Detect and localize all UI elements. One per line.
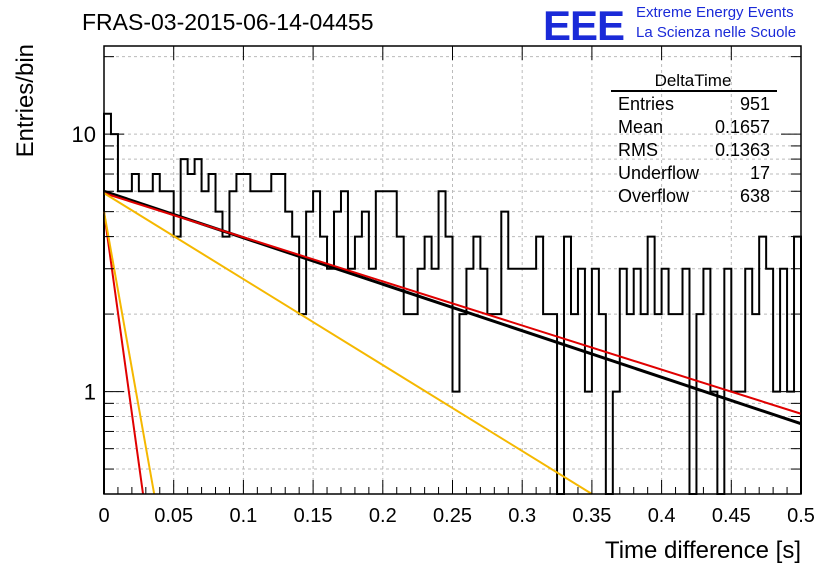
x-tick-label: 0.3	[508, 505, 536, 527]
fit-curve-fit-yellow-fast	[103, 211, 156, 495]
eee-logo: EEE	[543, 2, 625, 49]
x-axis-label: Time difference [s]	[605, 537, 801, 564]
x-tick-label: 0.5	[787, 505, 815, 527]
stats-row-value: 0.1657	[715, 117, 770, 137]
stats-row-label: Mean	[618, 117, 663, 137]
x-tick-label: 0.35	[572, 505, 611, 527]
x-tick-label: 0.2	[369, 505, 397, 527]
x-tick-label: 0.05	[154, 505, 193, 527]
stats-row-value: 951	[740, 94, 770, 114]
fit-curve-fit-yellow-slow	[103, 192, 593, 495]
x-tick-label: 0.45	[712, 505, 751, 527]
org-name-line1: Extreme Energy Events	[636, 4, 794, 21]
y-tick-label: 1	[84, 380, 96, 405]
x-tick-label: 0.1	[229, 505, 257, 527]
fit-curve-fit-red-slow	[103, 192, 802, 415]
y-tick-label: 10	[72, 122, 96, 147]
stats-box: DeltaTime Entries 951 Mean 0.1657 RMS 0.1363 U…	[611, 71, 777, 206]
org-name-line2: La Scienza nelle Scuole	[636, 24, 797, 41]
stats-row-value: 17	[750, 163, 770, 183]
y-axis-label: Entries/bin	[12, 44, 39, 157]
fit-curve-fit-red-fast	[103, 211, 145, 495]
stats-row-label: Underflow	[618, 163, 700, 183]
x-tick-label: 0.25	[433, 505, 472, 527]
stats-row-value: 0.1363	[715, 140, 770, 160]
fit-curves-layer	[103, 189, 802, 495]
x-tick-label: 0	[98, 505, 109, 527]
plot-title: FRAS-03-2015-06-14-04455	[82, 9, 374, 35]
axis-ticks: 0 0.05 0.1 0.15 0.2 0.25 0.3 0.35 0.4 0.45 0.5 1 10	[72, 46, 815, 527]
x-tick-label: 0.15	[294, 505, 333, 527]
stats-row-label: Entries	[618, 94, 674, 114]
stats-box-title: DeltaTime	[655, 71, 732, 90]
x-tick-label: 0.4	[648, 505, 676, 527]
stats-row-label: RMS	[618, 140, 658, 160]
stats-row-label: Overflow	[618, 186, 690, 206]
stats-row-value: 638	[740, 186, 770, 206]
